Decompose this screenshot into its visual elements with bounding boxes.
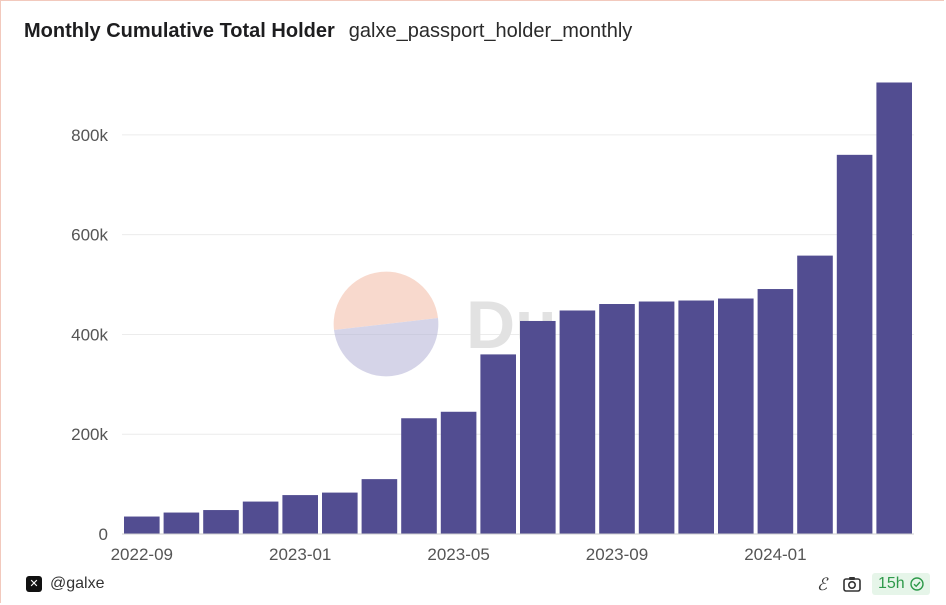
svg-text:ℰ: ℰ bbox=[817, 575, 829, 594]
bar bbox=[718, 298, 754, 534]
x-tick-label: 2022-09 bbox=[111, 545, 173, 564]
bar bbox=[797, 255, 833, 534]
chart-title: Monthly Cumulative Total Holder bbox=[24, 20, 335, 42]
chart-subtitle: galxe_passport_holder_monthly bbox=[348, 20, 633, 42]
bar bbox=[124, 516, 160, 534]
bar bbox=[876, 82, 912, 534]
bar bbox=[322, 492, 358, 534]
x-tick-label: 2023-01 bbox=[269, 545, 331, 564]
footer-account[interactable]: ✕ @galxe bbox=[26, 573, 105, 595]
y-tick-label: 600k bbox=[71, 226, 108, 245]
x-tick-label: 2023-09 bbox=[586, 545, 648, 564]
y-tick-label: 200k bbox=[71, 425, 108, 444]
bar bbox=[638, 301, 675, 534]
bar bbox=[836, 154, 873, 535]
bar bbox=[242, 501, 279, 534]
y-tick-label: 800k bbox=[71, 126, 108, 145]
bar bbox=[480, 354, 516, 534]
bar bbox=[203, 510, 239, 534]
check-circle-icon bbox=[910, 577, 924, 591]
footer-actions: ℰ 15h bbox=[812, 572, 930, 596]
chart-header: Monthly Cumulative Total Holder galxe_pa… bbox=[24, 20, 632, 48]
refresh-badge[interactable]: 15h bbox=[872, 573, 930, 595]
x-tick-label: 2024-01 bbox=[744, 545, 806, 564]
dune-watermark-icon bbox=[333, 271, 439, 377]
bar bbox=[401, 418, 437, 534]
bar bbox=[361, 479, 398, 534]
bar bbox=[282, 495, 318, 534]
y-tick-label: 0 bbox=[99, 525, 108, 544]
formula-icon[interactable]: ℰ bbox=[812, 574, 832, 594]
bar bbox=[440, 411, 477, 534]
bar bbox=[678, 300, 714, 534]
bar bbox=[520, 320, 556, 534]
camera-icon[interactable] bbox=[842, 574, 862, 594]
account-handle[interactable]: @galxe bbox=[50, 575, 105, 592]
bar bbox=[163, 512, 200, 534]
galxe-logo-icon: ✕ bbox=[26, 576, 42, 592]
x-tick-label: 2023-05 bbox=[427, 545, 489, 564]
bar bbox=[757, 289, 794, 534]
bar bbox=[559, 310, 596, 534]
bar bbox=[599, 304, 635, 534]
refresh-age: 15h bbox=[878, 575, 905, 592]
y-tick-label: 400k bbox=[71, 325, 108, 344]
